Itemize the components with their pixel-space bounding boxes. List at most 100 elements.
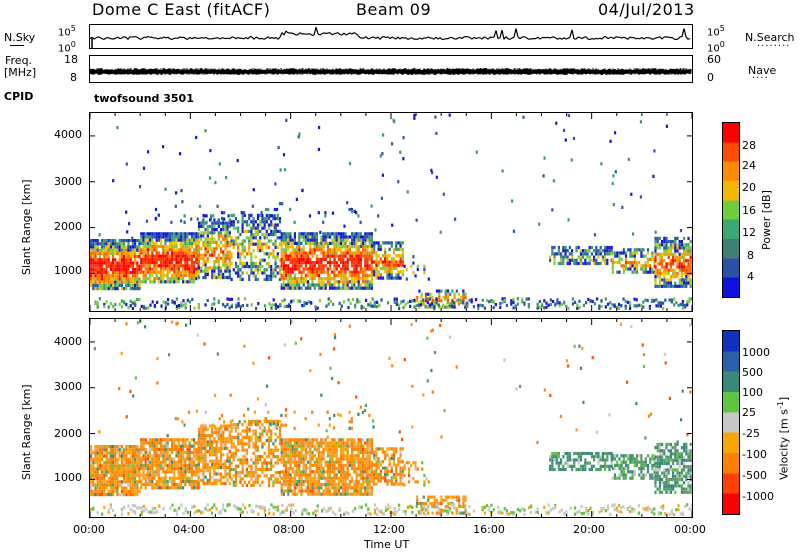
heatmap-cell xyxy=(355,261,358,265)
heatmap-cell xyxy=(477,307,480,311)
heatmap-cell xyxy=(250,239,253,243)
heatmap-cell xyxy=(118,258,121,262)
heatmap-cell xyxy=(177,438,180,442)
heatmap-cell xyxy=(326,273,329,277)
trace-segment xyxy=(459,37,463,40)
heatmap-cell xyxy=(112,258,115,262)
heatmap-cell xyxy=(237,271,240,275)
heatmap-cell xyxy=(228,440,231,444)
heatmap-cell xyxy=(175,280,178,284)
heatmap-cell xyxy=(303,301,306,305)
trace-segment xyxy=(229,36,233,40)
heatmap-cell xyxy=(311,264,314,268)
heatmap-cell xyxy=(129,299,132,303)
trace-segment xyxy=(565,37,569,40)
heatmap-cell xyxy=(370,266,374,271)
heatmap-cell xyxy=(604,245,607,250)
heatmap-cell xyxy=(368,273,371,277)
heatmap-cell xyxy=(552,179,555,183)
heatmap-cell xyxy=(168,486,171,490)
heatmap-cell xyxy=(348,245,351,249)
heatmap-cell xyxy=(184,280,187,284)
heatmap-cell xyxy=(270,271,273,275)
heatmap-cell xyxy=(134,470,137,474)
heatmap-cell xyxy=(224,462,227,466)
trace-segment xyxy=(481,36,485,40)
heatmap-cell xyxy=(250,236,253,240)
heatmap-cell xyxy=(200,434,203,438)
heatmap-cell xyxy=(366,251,369,255)
heatmap-cell xyxy=(346,235,349,239)
heatmap-cell xyxy=(112,255,115,259)
heatmap-cell xyxy=(140,232,143,236)
heatmap-cell xyxy=(322,220,325,224)
heatmap-cell xyxy=(318,286,321,290)
heatmap-cell xyxy=(219,443,223,447)
heatmap-cell xyxy=(114,283,117,287)
heatmap-cell xyxy=(146,277,149,281)
heatmap-cell xyxy=(173,479,176,483)
heatmap-cell xyxy=(629,301,632,305)
heatmap-cell xyxy=(386,254,389,258)
heatmap-cell xyxy=(541,302,544,306)
heatmap-cell xyxy=(107,283,110,287)
heatmap-cell xyxy=(182,273,185,277)
heatmap-cell xyxy=(228,306,231,310)
heatmap-cell xyxy=(188,444,191,448)
heatmap-cell xyxy=(239,274,242,278)
heatmap-cell xyxy=(157,470,160,474)
heatmap-cell xyxy=(646,251,650,255)
heatmap-cell xyxy=(687,236,690,240)
heatmap-cell xyxy=(142,232,145,236)
heatmap-cell xyxy=(232,483,235,487)
heatmap-cell xyxy=(401,247,404,251)
heatmap-cell xyxy=(160,483,163,487)
heatmap-cell xyxy=(678,252,681,256)
heatmap-cell xyxy=(215,434,218,438)
heatmap-cell xyxy=(120,251,123,255)
heatmap-cell xyxy=(204,424,207,428)
heatmap-cell xyxy=(134,239,137,243)
heatmap-cell xyxy=(186,280,189,284)
heatmap-cell xyxy=(202,462,205,466)
heatmap-cell xyxy=(438,292,441,296)
heatmap-cell xyxy=(254,277,257,281)
heatmap-cell xyxy=(282,238,285,242)
heatmap-cell xyxy=(211,427,214,431)
heatmap-cell xyxy=(423,264,426,268)
heatmap-cell xyxy=(329,241,332,245)
heatmap-cell xyxy=(96,267,99,271)
heatmap-cell xyxy=(683,252,686,256)
heatmap-cell xyxy=(351,283,354,287)
heatmap-cell xyxy=(184,267,187,271)
heatmap-cell xyxy=(112,467,115,471)
heatmap-cell xyxy=(424,292,428,296)
heatmap-cell xyxy=(285,270,288,274)
trace-segment xyxy=(161,36,165,39)
heatmap-cell xyxy=(107,445,110,449)
heatmap-cell xyxy=(112,280,115,284)
heatmap-cell xyxy=(237,442,240,446)
heatmap-cell xyxy=(129,251,132,255)
heatmap-cell xyxy=(629,264,632,268)
heatmap-cell xyxy=(101,470,104,474)
heatmap-cell xyxy=(340,248,343,252)
heatmap-cell xyxy=(296,299,299,303)
heatmap-cell xyxy=(689,284,692,288)
heatmap-cell xyxy=(331,238,334,242)
heatmap-cell xyxy=(551,249,554,253)
heatmap-cell xyxy=(241,242,244,246)
heatmap-cell xyxy=(103,267,106,271)
heatmap-cell xyxy=(340,304,343,308)
heatmap-cell xyxy=(304,277,307,281)
heatmap-cell xyxy=(431,171,434,175)
heatmap-cell xyxy=(116,287,119,291)
heatmap-cell xyxy=(151,438,154,442)
heatmap-cell xyxy=(123,280,126,284)
heatmap-cell xyxy=(234,271,238,275)
heatmap-cell xyxy=(212,214,215,218)
heatmap-cell xyxy=(138,477,141,481)
heatmap-cell xyxy=(129,258,132,262)
heatmap-cell xyxy=(140,460,143,464)
heatmap-cell xyxy=(397,260,400,264)
